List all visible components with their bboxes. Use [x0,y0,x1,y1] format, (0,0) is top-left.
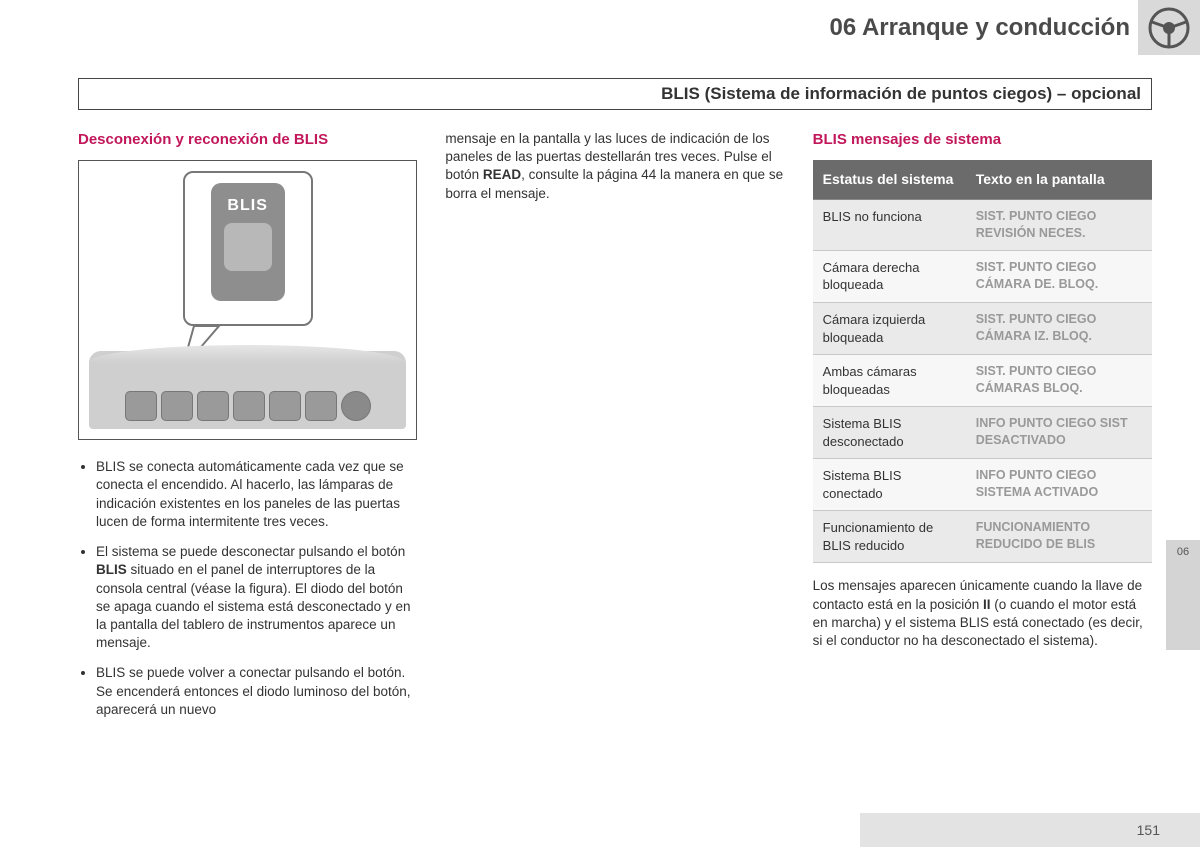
table-header-text: Texto en la pantalla [966,160,1152,199]
blis-button-graphic: BLIS [211,183,285,301]
cell-message: SIST. PUNTO CIEGO CÁMARA IZ. BLOQ. [966,302,1152,354]
table-body: BLIS no funcionaSIST. PUNTO CIEGO REVISI… [813,200,1152,563]
cell-message: INFO PUNTO CIEGO SISTEMA ACTIVADO [966,459,1152,511]
cell-status: BLIS no funciona [813,200,966,251]
right-section-title: BLIS mensajes de sistema [813,130,1152,150]
left-section-title: Desconexión y reconexión de BLIS [78,130,417,150]
side-chapter-tab: 06 [1166,540,1200,650]
chapter-title: 06 Arranque y conducción [829,14,1138,42]
section-banner: BLIS (Sistema de información de puntos c… [78,78,1152,110]
cell-status: Funcionamiento de BLIS reducido [813,511,966,563]
column-left: Desconexión y reconexión de BLIS BLIS [78,130,417,787]
console-button-round [341,391,371,421]
right-footnote: Los mensajes aparecen únicamente cuando … [813,577,1152,650]
steering-wheel-icon [1148,7,1190,49]
blis-button-label: BLIS [211,195,285,217]
page-number: 151 [1137,822,1160,838]
cell-status: Cámara izquierda bloqueada [813,302,966,354]
cell-message: SIST. PUNTO CIEGO CÁMARA DE. BLOQ. [966,250,1152,302]
blis-figure: BLIS [78,160,417,440]
cell-message: SIST. PUNTO CIEGO REVISIÓN NECES. [966,200,1152,251]
side-tab-label: 06 [1177,546,1189,558]
chapter-icon-box [1138,0,1200,55]
blis-callout-balloon: BLIS [183,171,313,326]
cell-message: FUNCIONAMIENTO REDUCIDO DE BLIS [966,511,1152,563]
table-row: Cámara derecha bloqueadaSIST. PUNTO CIEG… [813,250,1152,302]
console-button [233,391,265,421]
table-row: Ambas cámaras bloqueadasSIST. PUNTO CIEG… [813,355,1152,407]
cell-status: Cámara derecha bloqueada [813,250,966,302]
table-row: BLIS no funcionaSIST. PUNTO CIEGO REVISI… [813,200,1152,251]
page-footer: 151 [860,813,1200,847]
console-button [305,391,337,421]
section-banner-text: BLIS (Sistema de información de puntos c… [661,84,1141,103]
page-header: 06 Arranque y conducción [829,0,1200,55]
cell-message: INFO PUNTO CIEGO SIST DESACTIVADO [966,407,1152,459]
cell-status: Ambas cámaras bloqueadas [813,355,966,407]
table-row: Funcionamiento de BLIS reducidoFUNCIONAM… [813,511,1152,563]
table-row: Cámara izquierda bloqueadaSIST. PUNTO CI… [813,302,1152,354]
bullet-item: BLIS se conecta automáticamente cada vez… [96,458,417,531]
table-row: Sistema BLIS conectadoINFO PUNTO CIEGO S… [813,459,1152,511]
cell-status: Sistema BLIS desconectado [813,407,966,459]
bullet-item: BLIS se puede volver a conectar pulsando… [96,664,417,719]
table-header-status: Estatus del sistema [813,160,966,199]
column-middle: mensaje en la pantalla y las luces de in… [445,130,784,787]
blis-button-face [224,223,272,271]
console-button [269,391,301,421]
left-bullet-list: BLIS se conecta automáticamente cada vez… [78,458,417,719]
blis-messages-table: Estatus del sistema Texto en la pantalla… [813,160,1152,563]
content-columns: Desconexión y reconexión de BLIS BLIS [78,130,1152,787]
console-panel [89,351,406,429]
bullet-item: El sistema se puede desconectar pulsando… [96,543,417,652]
cell-message: SIST. PUNTO CIEGO CÁMARAS BLOQ. [966,355,1152,407]
console-button [197,391,229,421]
cell-status: Sistema BLIS conectado [813,459,966,511]
middle-paragraph: mensaje en la pantalla y las luces de in… [445,130,784,203]
column-right: BLIS mensajes de sistema Estatus del sis… [813,130,1152,787]
console-button [125,391,157,421]
table-row: Sistema BLIS desconectadoINFO PUNTO CIEG… [813,407,1152,459]
console-button [161,391,193,421]
